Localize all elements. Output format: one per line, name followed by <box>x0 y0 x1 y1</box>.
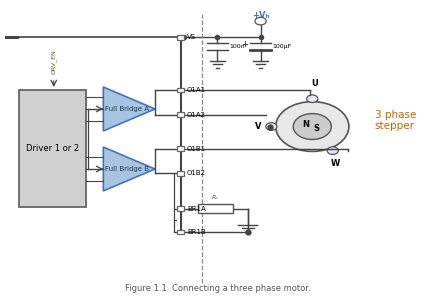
Text: BR1B: BR1B <box>187 229 205 235</box>
Bar <box>197 204 232 213</box>
Text: DRV_EN: DRV_EN <box>51 49 56 74</box>
Polygon shape <box>103 87 155 131</box>
Text: +: + <box>240 40 247 49</box>
Text: Figure 1.1  Connecting a three phase motor.: Figure 1.1 Connecting a three phase moto… <box>125 285 309 293</box>
Bar <box>177 230 184 234</box>
Text: S: S <box>313 124 319 133</box>
Text: Rₑ: Rₑ <box>211 195 218 200</box>
Text: 100n: 100n <box>229 44 245 49</box>
Polygon shape <box>103 147 155 191</box>
FancyBboxPatch shape <box>19 90 86 207</box>
Bar <box>177 171 184 176</box>
Bar <box>177 206 184 211</box>
Text: Full Bridge A: Full Bridge A <box>104 106 148 112</box>
Circle shape <box>293 113 331 140</box>
Text: Full Bridge B: Full Bridge B <box>104 166 148 172</box>
Circle shape <box>326 147 338 154</box>
Text: W: W <box>329 159 339 168</box>
Circle shape <box>265 123 276 130</box>
Circle shape <box>306 95 317 102</box>
Text: O1A2: O1A2 <box>187 112 205 118</box>
Text: 3 phase
stepper: 3 phase stepper <box>374 110 415 132</box>
Bar <box>177 35 184 40</box>
Circle shape <box>275 102 348 151</box>
Text: -: - <box>174 215 177 225</box>
Bar <box>177 88 184 92</box>
Text: O1B1: O1B1 <box>187 146 206 151</box>
Bar <box>177 146 184 151</box>
Bar <box>177 113 184 117</box>
Text: N: N <box>301 120 308 129</box>
Text: V: V <box>255 122 261 131</box>
Text: O1B2: O1B2 <box>187 170 205 176</box>
Text: O1A1: O1A1 <box>187 87 206 93</box>
Text: BR1A: BR1A <box>187 206 205 211</box>
Text: 100μF: 100μF <box>272 44 291 49</box>
Text: VS: VS <box>187 34 196 40</box>
Text: U: U <box>310 79 317 88</box>
Text: Driver 1 or 2: Driver 1 or 2 <box>26 144 79 153</box>
Text: +Vₕ: +Vₕ <box>251 11 269 20</box>
